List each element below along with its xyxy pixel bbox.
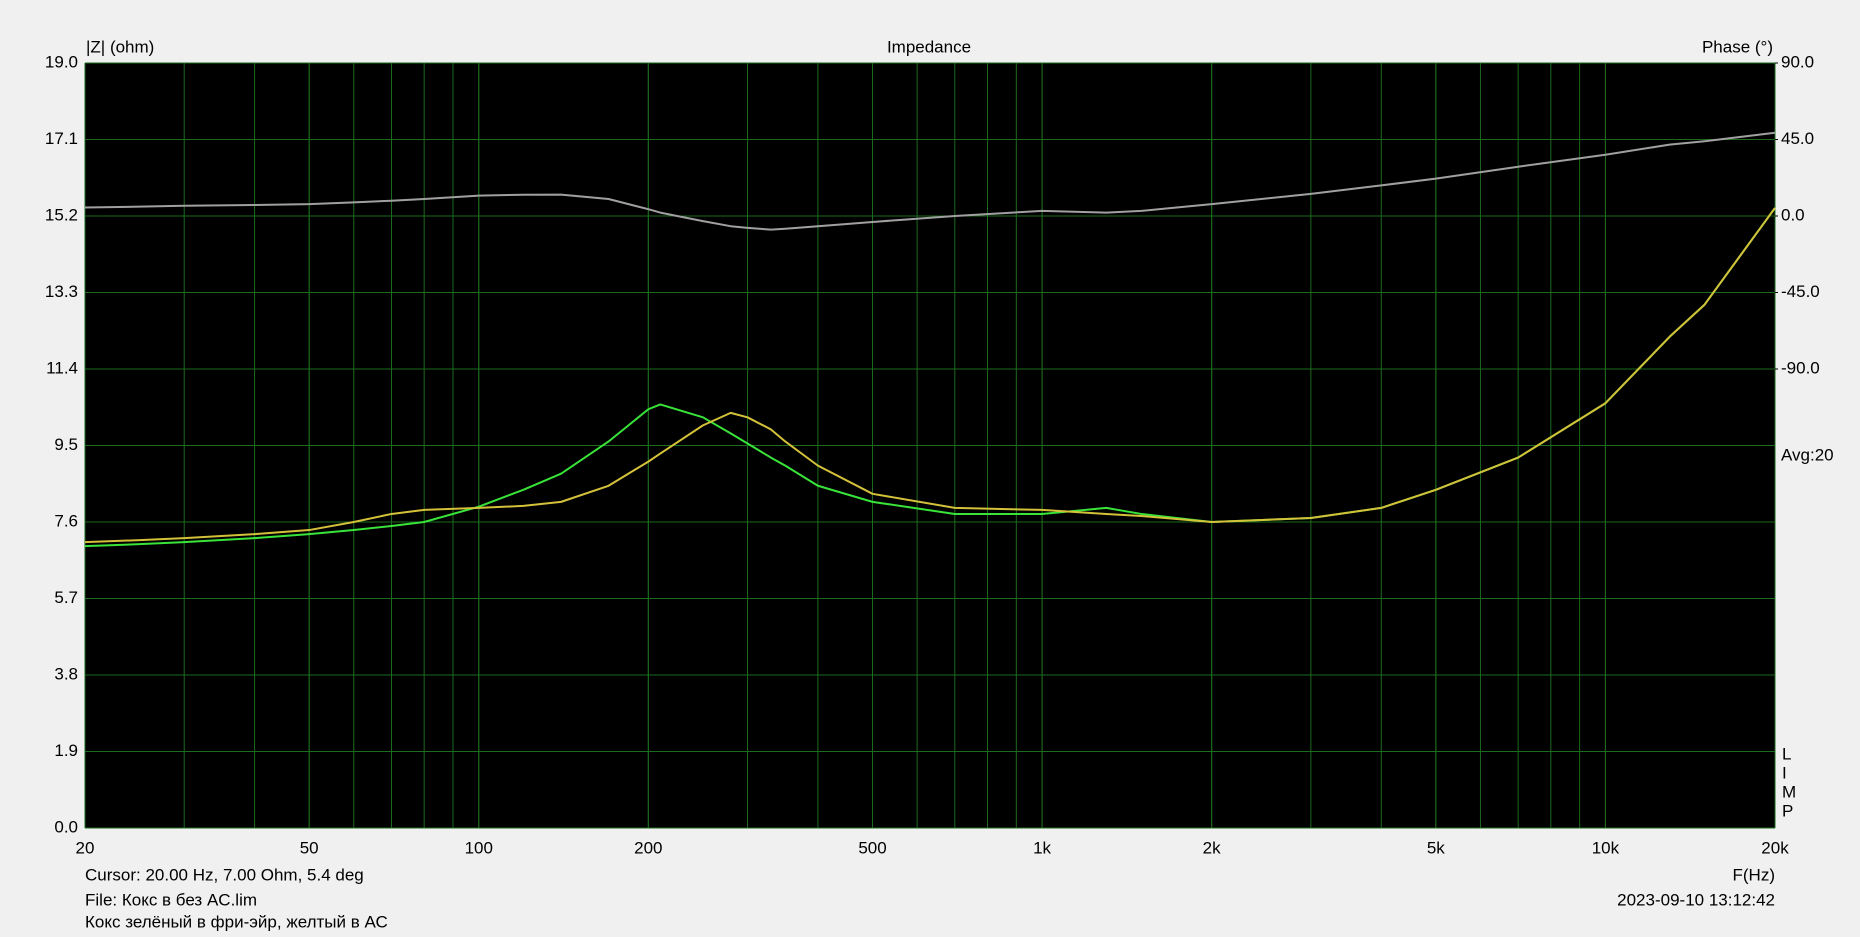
y-tick-label: 11.4 [46,358,78,377]
date-text: 2023-09-10 13:12:42 [1617,890,1775,909]
y-tick-label: 17.1 [45,129,78,148]
file-text: File: Кокс в без AC.lim [85,890,257,909]
y-tick-label: 3.8 [54,664,78,683]
y-tick-label: 1.9 [54,741,78,760]
avg-label: Avg:20 [1781,445,1834,464]
x-tick-label: 2k [1203,838,1221,857]
x-tick-label: 5k [1427,838,1445,857]
y-tick-label: 0.0 [54,817,78,836]
y-tick-label: 7.6 [54,511,78,530]
y-tick-label: 5.7 [54,588,78,607]
x-tick-label: 10k [1592,838,1620,857]
y-tick-label: 13.3 [45,282,78,301]
y2-tick-label: 45.0 [1781,129,1814,148]
side-letter: P [1782,801,1793,820]
chart-title: Impedance [887,37,971,56]
y-tick-label: 19.0 [45,52,78,71]
x-tick-label: 50 [300,838,319,857]
cursor-text: Cursor: 20.00 Hz, 7.00 Ohm, 5.4 deg [85,865,364,884]
x-tick-label: 1k [1033,838,1051,857]
x-axis-label: F(Hz) [1733,865,1775,884]
x-tick-label: 200 [634,838,662,857]
grid [84,62,1776,829]
x-tick-label: 20k [1761,838,1789,857]
x-tick-label: 500 [858,838,886,857]
side-letter: I [1782,763,1787,782]
y2-tick-label: -45.0 [1781,282,1820,301]
y2-axis-label: Phase (°) [1702,37,1773,56]
note-text: Кокс зелёный в фри-эйр, желтый в АС [85,912,388,931]
x-tick-label: 20 [76,838,95,857]
y2-tick-label: 0.0 [1781,205,1805,224]
side-letter: L [1782,744,1791,763]
series-line [84,207,1776,544]
y2-tick-label: 90.0 [1781,52,1814,71]
y-tick-label: 9.5 [54,435,78,454]
lines [84,131,1776,548]
y-tick-label: 15.2 [45,205,78,224]
y2-tick-label: -90.0 [1781,358,1820,377]
series-line [84,131,1776,231]
side-letter: M [1782,782,1796,801]
x-tick-label: 100 [465,838,493,857]
y-axis-label: |Z| (ohm) [86,37,154,56]
